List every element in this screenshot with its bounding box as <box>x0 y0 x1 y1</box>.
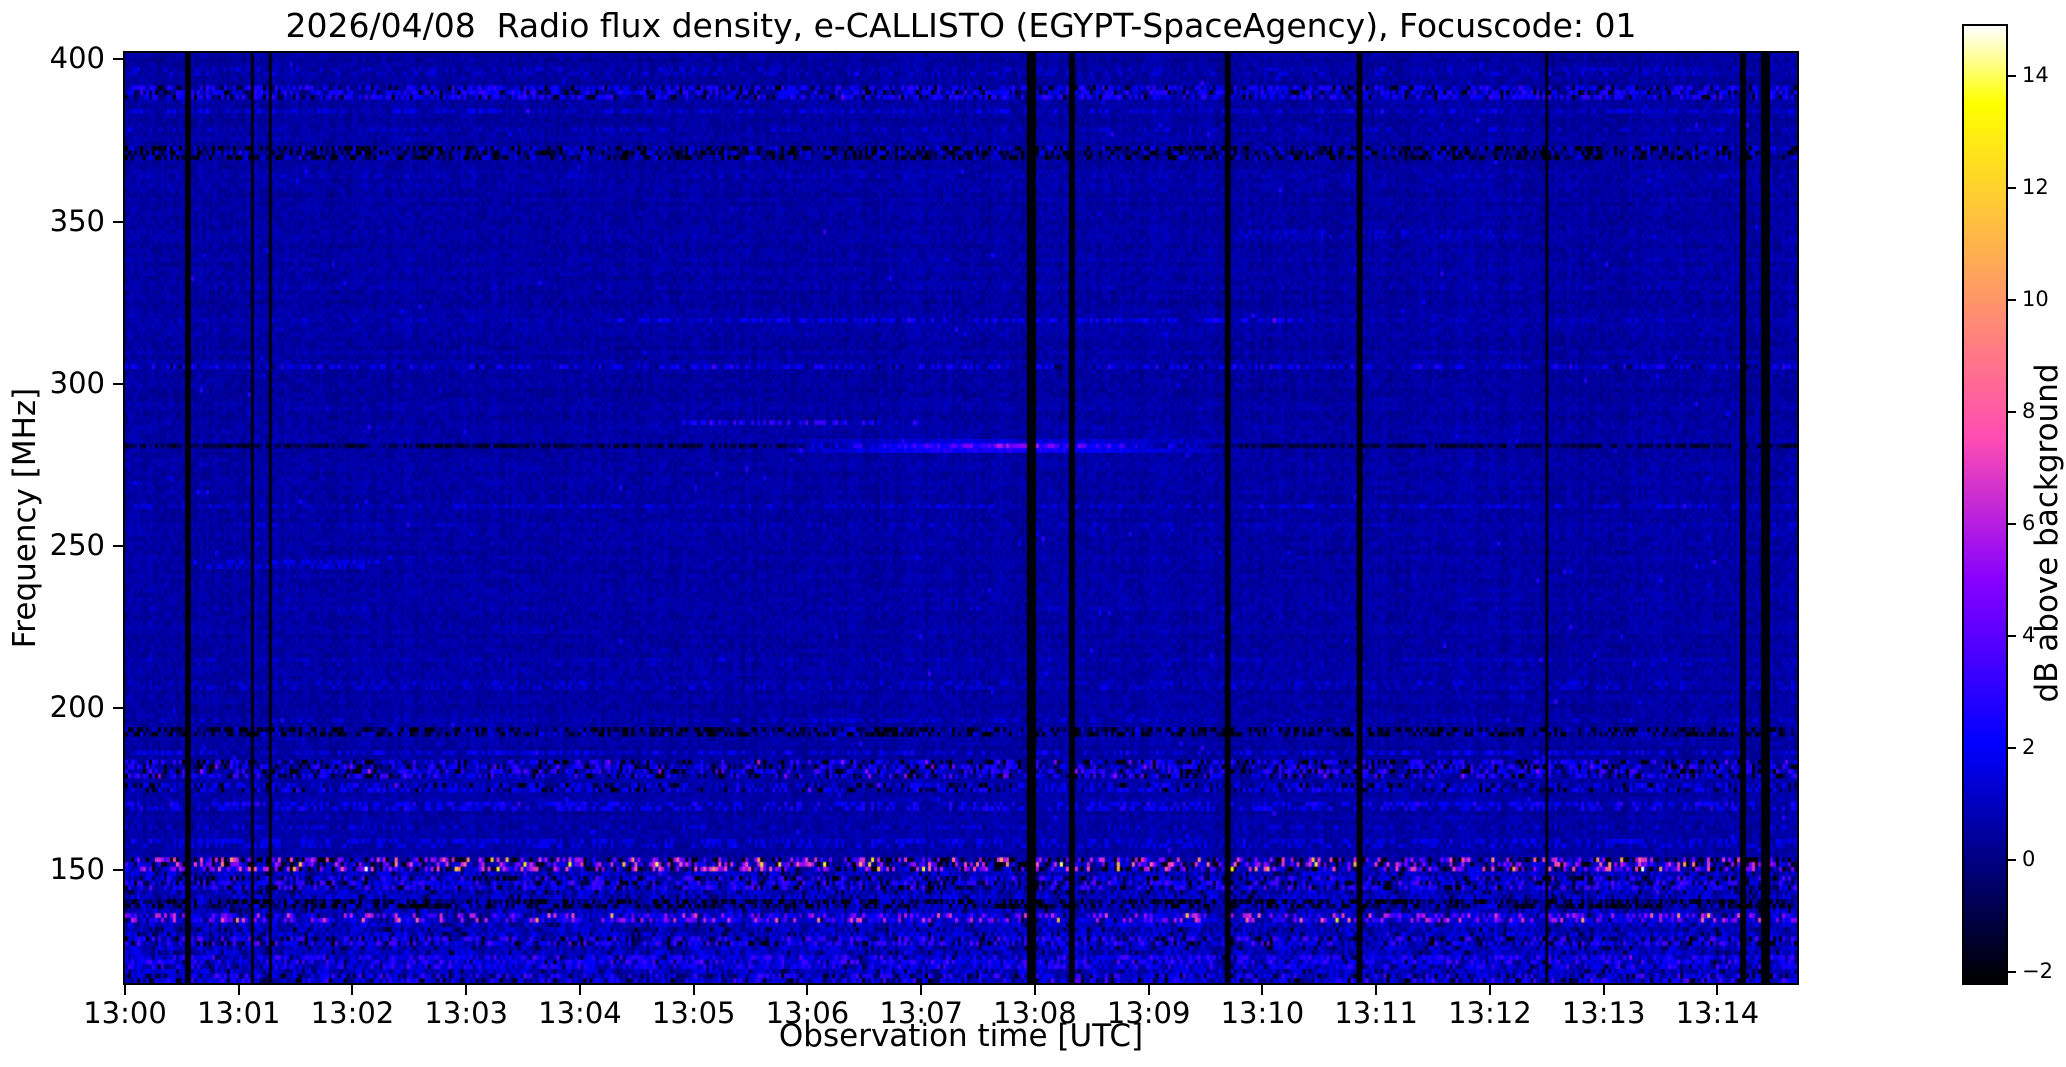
x-tick-mark <box>1033 983 1036 995</box>
colorbar-tick-label: 6 <box>2022 511 2036 536</box>
x-tick-mark <box>692 983 695 995</box>
colorbar-tick-label: 0 <box>2022 846 2036 871</box>
colorbar-tick-label: 14 <box>2022 63 2049 88</box>
chart-title: 2026/04/08 Radio flux density, e-CALLIST… <box>285 6 1637 45</box>
x-tick-label: 13:12 <box>1448 996 1532 1030</box>
colorbar-tick-mark <box>2008 635 2016 638</box>
colorbar-tick-mark <box>2008 187 2016 190</box>
x-tick-mark <box>351 983 354 995</box>
x-tick-label: 13:01 <box>196 996 281 1030</box>
x-tick-mark <box>1147 983 1150 995</box>
x-tick-label: 13:05 <box>651 996 736 1030</box>
colorbar-tick-mark <box>2008 746 2016 749</box>
x-tick-label: 13:02 <box>310 996 395 1030</box>
y-tick-mark <box>113 58 125 61</box>
x-tick-mark <box>465 983 468 995</box>
y-tick-label: 300 <box>49 365 105 400</box>
y-tick-mark <box>113 382 125 385</box>
x-tick-label: 13:03 <box>424 996 508 1030</box>
x-tick-label: 13:09 <box>1106 996 1191 1030</box>
colorbar-tick-label: 4 <box>2022 623 2036 648</box>
y-tick-label: 200 <box>49 689 105 724</box>
colorbar-tick-mark <box>2008 523 2016 526</box>
x-tick-mark <box>1261 983 1264 995</box>
x-tick-label: 13:13 <box>1561 996 1646 1030</box>
colorbar-tick-mark <box>2008 299 2016 302</box>
colorbar-tick-mark <box>2008 970 2016 973</box>
colorbar-tick-label: −2 <box>2022 958 2053 983</box>
x-tick-mark <box>920 983 923 995</box>
x-tick-mark <box>237 983 240 995</box>
colorbar-tick-mark <box>2008 75 2016 78</box>
y-tick-label: 400 <box>49 41 105 76</box>
x-tick-label: 13:10 <box>1220 996 1305 1030</box>
x-tick-mark <box>1375 983 1378 995</box>
x-tick-label: 13:11 <box>1334 996 1418 1030</box>
x-tick-mark <box>806 983 809 995</box>
colorbar-tick-label: 2 <box>2022 734 2036 759</box>
y-tick-label: 150 <box>49 851 105 886</box>
y-tick-label: 350 <box>49 203 105 238</box>
x-tick-label: 13:06 <box>765 996 850 1030</box>
x-tick-label: 13:14 <box>1675 996 1760 1030</box>
y-axis-label: Frequency [MHz] <box>7 387 43 649</box>
colorbar-tick-label: 8 <box>2022 399 2036 424</box>
y-tick-mark <box>113 706 125 709</box>
x-tick-label: 13:08 <box>993 996 1077 1030</box>
colorbar-tick-label: 12 <box>2022 175 2049 200</box>
colorbar-tick-mark <box>2008 858 2016 861</box>
spectrogram-heatmap <box>125 53 1797 983</box>
y-tick-mark <box>113 868 125 871</box>
colorbar-tick-label: 10 <box>2022 287 2049 312</box>
x-tick-mark <box>1602 983 1605 995</box>
x-tick-mark <box>1716 983 1719 995</box>
x-tick-mark <box>124 983 126 995</box>
colorbar-label: dB above background <box>2029 363 2065 703</box>
spectrogram-plot-area <box>123 51 1799 985</box>
colorbar-tick-mark <box>2008 411 2016 414</box>
y-tick-mark <box>113 220 125 223</box>
colorbar <box>1962 24 2008 985</box>
y-tick-mark <box>113 544 125 547</box>
x-tick-label: 13:07 <box>879 996 963 1030</box>
x-axis-label: Observation time [UTC] <box>778 1018 1144 1054</box>
x-tick-mark <box>578 983 581 995</box>
x-tick-mark <box>1488 983 1491 995</box>
x-tick-label: 13:00 <box>83 996 167 1030</box>
colorbar-gradient <box>1964 26 2006 983</box>
y-tick-label: 250 <box>49 527 105 562</box>
x-tick-label: 13:04 <box>538 996 622 1030</box>
